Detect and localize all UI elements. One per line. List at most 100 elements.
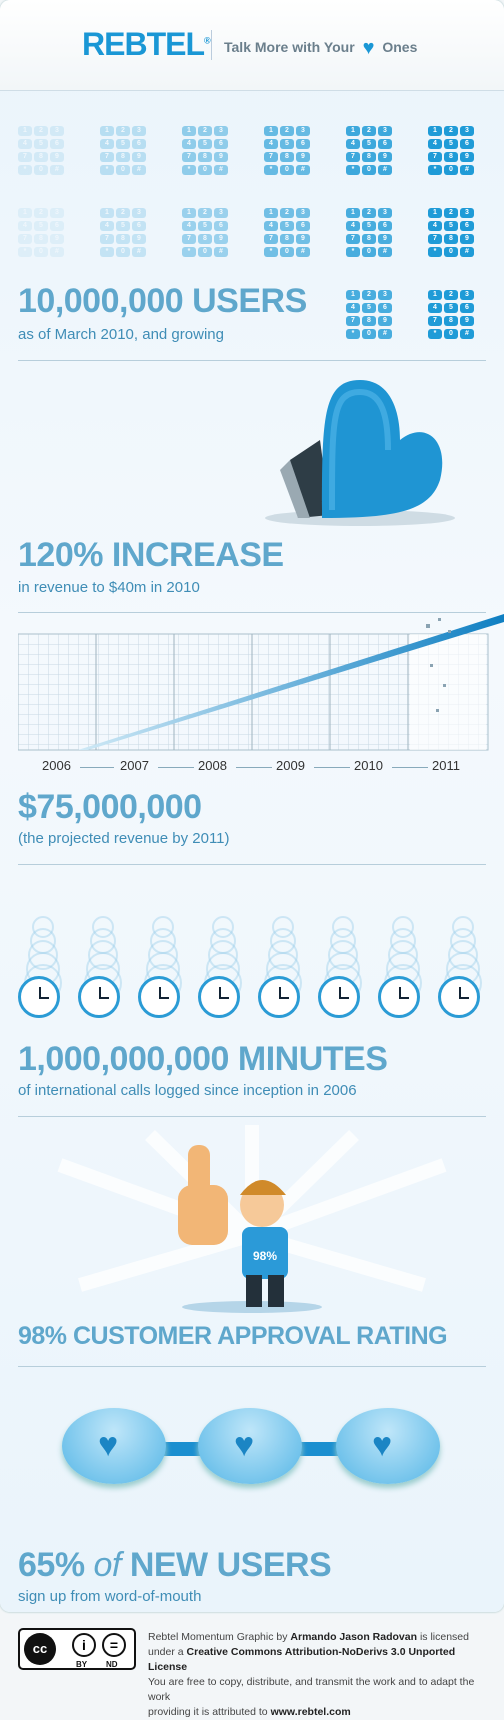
heart-box-illustration — [265, 380, 455, 526]
keypad-key: 3 — [132, 126, 146, 136]
keypad-key: * — [264, 247, 278, 257]
cc-icon: cc — [24, 1633, 56, 1665]
keypad-key: 3 — [296, 208, 310, 218]
keypad-key: * — [428, 329, 442, 339]
year-label: 2010 — [354, 758, 383, 773]
tagline: Talk More with Your ♥ Ones — [224, 37, 418, 59]
keypad-key: 3 — [50, 126, 64, 136]
keypad-key: 0 — [34, 165, 48, 175]
keypad-key: 2 — [34, 208, 48, 218]
keypad: 1 2 3 4 5 6 7 8 9 * 0 # — [428, 290, 474, 339]
rebtel-logo[interactable]: REBTEL® — [82, 26, 211, 62]
keypad-key: 4 — [100, 221, 114, 231]
license-link[interactable]: Creative Commons Attribution-NoDerivs 3.… — [148, 1646, 456, 1673]
keypad-key: 1 — [18, 208, 32, 218]
keypad: 1 2 3 4 5 6 7 8 9 * 0 # — [264, 208, 310, 257]
keypad-key: # — [460, 247, 474, 257]
keypad-key: 7 — [346, 234, 360, 244]
keypad-key: 2 — [116, 208, 130, 218]
keypad-key: 0 — [444, 329, 458, 339]
keypad-key: 9 — [214, 234, 228, 244]
keypad-key: 9 — [50, 152, 64, 162]
keypad-key: * — [18, 165, 32, 175]
stat-revenue-headline: $75,000,000 — [18, 788, 202, 826]
keypad-key: 6 — [296, 139, 310, 149]
keypad-key: 0 — [280, 247, 294, 257]
keypad-key: 4 — [428, 221, 442, 231]
keypad-key: 1 — [264, 208, 278, 218]
clock-icon — [78, 976, 120, 1018]
keypad: 1 2 3 4 5 6 7 8 9 * 0 # — [182, 126, 228, 175]
keypad: 1 2 3 4 5 6 7 8 9 * 0 # — [428, 126, 474, 175]
keypad-key: 5 — [34, 221, 48, 231]
stat-revenue-sub: (the projected revenue by 2011) — [18, 830, 230, 847]
keypad-key: 1 — [182, 126, 196, 136]
keypad-key: 7 — [100, 234, 114, 244]
stat-approval-headline: 98% CUSTOMER APPROVAL RATING — [18, 1322, 448, 1350]
keypad-key: 7 — [264, 234, 278, 244]
keypad-key: 6 — [214, 221, 228, 231]
keypad: 1 2 3 4 5 6 7 8 9 * 0 # — [346, 208, 392, 257]
keypad-key: 4 — [264, 139, 278, 149]
infographic-card — [0, 0, 504, 1612]
keypad-key: 1 — [182, 208, 196, 218]
keypad-key: 8 — [34, 152, 48, 162]
keypad-key: 9 — [296, 234, 310, 244]
keypad-key: # — [378, 247, 392, 257]
keypad-key: 9 — [296, 152, 310, 162]
clock-icon — [438, 976, 480, 1018]
keypad-key: 5 — [444, 303, 458, 313]
keypad-key: 5 — [444, 139, 458, 149]
keypad-key: 3 — [460, 208, 474, 218]
keypad-key: 1 — [100, 208, 114, 218]
keypad: 1 2 3 4 5 6 7 8 9 * 0 # — [182, 208, 228, 257]
site-link[interactable]: www.rebtel.com — [270, 1706, 351, 1718]
keypad-key: 9 — [378, 234, 392, 244]
keypad-key: 8 — [362, 152, 376, 162]
keypad-key: 7 — [346, 152, 360, 162]
keypad-key: 3 — [214, 208, 228, 218]
author-name[interactable]: Armando Jason Radovan — [290, 1631, 418, 1643]
keypad-key: 3 — [378, 126, 392, 136]
keypad-key: * — [100, 247, 114, 257]
clock-icon — [318, 976, 360, 1018]
stat-word-of-mouth-sub: sign up from word-of-mouth — [18, 1588, 202, 1605]
noderivs-icon: = — [102, 1633, 126, 1657]
keypad-key: 5 — [362, 139, 376, 149]
keypad-key: 1 — [428, 290, 442, 300]
keypad-key: * — [182, 247, 196, 257]
keypad-key: 6 — [214, 139, 228, 149]
keypad-key: 9 — [132, 234, 146, 244]
keypad-key: 6 — [132, 139, 146, 149]
keypad-key: 5 — [34, 139, 48, 149]
keypad-key: 0 — [198, 165, 212, 175]
clock-icon — [378, 976, 420, 1018]
keypad: 1 2 3 4 5 6 7 8 9 * 0 # — [264, 126, 310, 175]
stat-increase-headline: 120% INCREASE — [18, 536, 284, 574]
keypad-key: 1 — [428, 126, 442, 136]
creative-commons-badge[interactable]: cc i = BY ND — [18, 1628, 136, 1670]
keypad-key: # — [132, 247, 146, 257]
keypad-key: 5 — [280, 221, 294, 231]
keypad-key: 7 — [182, 234, 196, 244]
keypad-key: * — [264, 165, 278, 175]
keypad-key: 6 — [50, 221, 64, 231]
keypad: 1 2 3 4 5 6 7 8 9 * 0 # — [428, 208, 474, 257]
keypad-key: 0 — [34, 247, 48, 257]
keypad-key: 1 — [100, 126, 114, 136]
stat-users-sub: as of March 2010, and growing — [18, 326, 224, 343]
keypad-key: 4 — [346, 221, 360, 231]
keypad-key: 5 — [362, 221, 376, 231]
keypad-key: 8 — [362, 234, 376, 244]
keypad-key: 9 — [460, 152, 474, 162]
keypad-key: 1 — [346, 126, 360, 136]
year-label: 2006 — [42, 758, 71, 773]
keypad: 1 2 3 4 5 6 7 8 9 * 0 # — [100, 126, 146, 175]
keypad-key: # — [296, 247, 310, 257]
keypad-key: 8 — [280, 152, 294, 162]
keypad-key: 4 — [182, 139, 196, 149]
keypad-key: 2 — [444, 290, 458, 300]
keypad-key: 9 — [460, 316, 474, 326]
keypad-key: 1 — [428, 208, 442, 218]
keypad-key: 0 — [444, 247, 458, 257]
